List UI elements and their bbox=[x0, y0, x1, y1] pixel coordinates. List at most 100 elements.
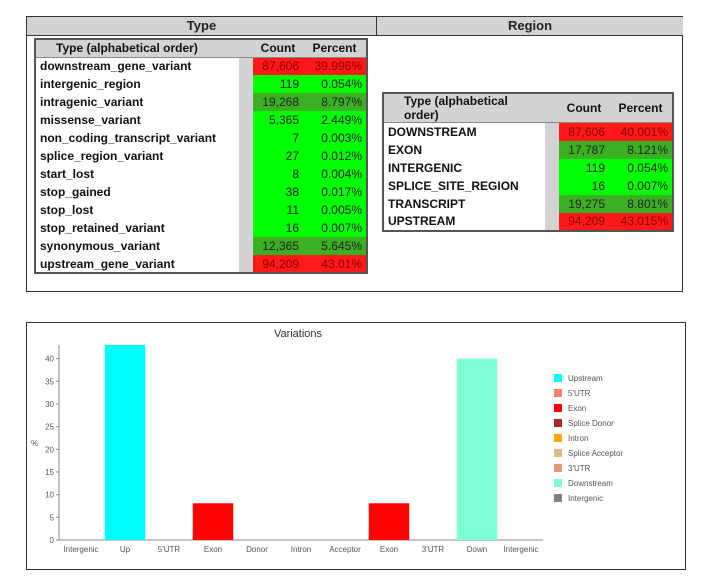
type-table-row-gap bbox=[239, 147, 253, 165]
chart-y-tick-label: 40 bbox=[45, 355, 54, 364]
region-table-row-count: 119 bbox=[559, 158, 609, 177]
legend-label[interactable]: 3'UTR bbox=[568, 464, 591, 473]
region-table-row-name: INTERGENIC bbox=[383, 158, 545, 177]
legend-label[interactable]: Exon bbox=[568, 404, 586, 413]
type-table-row-gap bbox=[239, 165, 253, 183]
type-col-count-header[interactable]: Count bbox=[253, 39, 303, 58]
region-col-percent-header[interactable]: Percent bbox=[609, 93, 673, 123]
legend-label[interactable]: Intron bbox=[568, 434, 588, 443]
chart-x-tick-label: Exon bbox=[204, 545, 222, 554]
chart-x-tick-label: Intergenic bbox=[503, 545, 538, 554]
legend-label[interactable]: Intergenic bbox=[568, 494, 603, 503]
type-col-percent-header[interactable]: Percent bbox=[303, 39, 367, 58]
region-table-row-gap bbox=[545, 194, 559, 213]
region-table-row-count: 94,209 bbox=[559, 212, 609, 231]
type-table-row-name: splice_region_variant bbox=[35, 147, 239, 165]
type-table-row-count: 12,365 bbox=[253, 237, 303, 255]
chart-x-tick-label: 3'UTR bbox=[422, 545, 445, 554]
type-table-row-percent: 8.797% bbox=[303, 93, 367, 111]
legend-swatch bbox=[554, 434, 562, 442]
type-table-row-percent: 43.01% bbox=[303, 255, 367, 273]
chart-x-tick-label: Up bbox=[120, 545, 131, 554]
region-table-row-gap bbox=[545, 176, 559, 195]
type-table-row-percent: 0.003% bbox=[303, 129, 367, 147]
chart-x-tick-label: Intergenic bbox=[63, 545, 98, 554]
legend-swatch bbox=[554, 464, 562, 472]
region-table-row-count: 19,275 bbox=[559, 194, 609, 213]
type-table-row-gap bbox=[239, 111, 253, 129]
type-table-row-name: stop_lost bbox=[35, 201, 239, 219]
type-table-row-gap bbox=[239, 75, 253, 93]
type-table-row-count: 11 bbox=[253, 201, 303, 219]
chart-bar[interactable] bbox=[192, 503, 234, 540]
type-table-row-name: missense_variant bbox=[35, 111, 239, 129]
type-table-row-gap bbox=[239, 183, 253, 201]
type-table-row: synonymous_variant 12,365 5.645% bbox=[35, 237, 367, 255]
legend-label[interactable]: Splice Donor bbox=[568, 419, 614, 428]
region-section-header: Region bbox=[377, 17, 683, 36]
chart-y-tick-label: 10 bbox=[45, 491, 54, 500]
type-table-row-count: 16 bbox=[253, 219, 303, 237]
region-table-row: TRANSCRIPT 19,275 8.801% bbox=[383, 194, 673, 213]
type-table-row-name: upstream_gene_variant bbox=[35, 255, 239, 273]
legend-swatch bbox=[554, 374, 562, 382]
type-table-row-name: non_coding_transcript_variant bbox=[35, 129, 239, 147]
type-table-row-count: 8 bbox=[253, 165, 303, 183]
type-table-row-percent: 0.005% bbox=[303, 201, 367, 219]
type-table-row-gap bbox=[239, 93, 253, 111]
type-table-row-count: 5,365 bbox=[253, 111, 303, 129]
type-table-row-percent: 0.017% bbox=[303, 183, 367, 201]
legend-label[interactable]: 5'UTR bbox=[568, 389, 591, 398]
legend-label[interactable]: Splice Acceptor bbox=[568, 449, 623, 458]
type-table-row-gap bbox=[239, 129, 253, 147]
chart-bar[interactable] bbox=[104, 345, 146, 540]
type-table-row-count: 7 bbox=[253, 129, 303, 147]
chart-bar[interactable] bbox=[456, 358, 498, 540]
legend-swatch bbox=[554, 404, 562, 412]
region-table-row-percent: 8.121% bbox=[609, 140, 673, 159]
type-table-row-percent: 2.449% bbox=[303, 111, 367, 129]
chart-y-tick-label: 20 bbox=[45, 445, 54, 454]
type-table-row-count: 38 bbox=[253, 183, 303, 201]
type-table-row-percent: 0.007% bbox=[303, 219, 367, 237]
type-table-row-gap bbox=[239, 201, 253, 219]
legend-swatch bbox=[554, 449, 562, 457]
legend-label[interactable]: Downstream bbox=[568, 479, 613, 488]
variations-chart: Variations % 0 5 10 15 20 25 30 35 40 Intergenic… bbox=[31, 328, 623, 554]
type-table-row-count: 119 bbox=[253, 75, 303, 93]
region-col-name-header[interactable]: Type (alphabetical order) bbox=[383, 93, 545, 123]
region-table-row-percent: 8.801% bbox=[609, 194, 673, 213]
region-table-row-name: UPSTREAM bbox=[383, 212, 545, 231]
region-table-row: EXON 17,787 8.121% bbox=[383, 140, 673, 159]
type-col-name-header[interactable]: Type (alphabetical order) bbox=[35, 39, 239, 58]
legend-label[interactable]: Upstream bbox=[568, 374, 603, 383]
region-table-row-name: DOWNSTREAM bbox=[383, 122, 545, 141]
chart-x-tick-label: 5'UTR bbox=[158, 545, 181, 554]
chart-y-axis-label: % bbox=[31, 439, 38, 448]
type-table-row-percent: 39.996% bbox=[303, 57, 367, 75]
type-table-row-name: synonymous_variant bbox=[35, 237, 239, 255]
type-table-row: stop_gained 38 0.017% bbox=[35, 183, 367, 201]
region-table-row-percent: 0.007% bbox=[609, 176, 673, 195]
chart-y-tick-label: 15 bbox=[45, 468, 54, 477]
type-table-row: upstream_gene_variant 94,209 43.01% bbox=[35, 255, 367, 273]
region-table-row-gap bbox=[545, 212, 559, 231]
chart-x-tick-label: Intron bbox=[291, 545, 311, 554]
type-table-row-count: 19,268 bbox=[253, 93, 303, 111]
region-table-row-gap bbox=[545, 122, 559, 141]
type-table-row: start_lost 8 0.004% bbox=[35, 165, 367, 183]
type-table-row-name: downstream_gene_variant bbox=[35, 57, 239, 75]
chart-x-tick-label: Acceptor bbox=[329, 545, 361, 554]
type-table-row: non_coding_transcript_variant 7 0.003% bbox=[35, 129, 367, 147]
type-table-row-count: 87,606 bbox=[253, 57, 303, 75]
chart-bar[interactable] bbox=[368, 503, 410, 540]
region-col-count-header[interactable]: Count bbox=[559, 93, 609, 123]
region-col-gap bbox=[545, 93, 559, 123]
type-table-row: stop_retained_variant 16 0.007% bbox=[35, 219, 367, 237]
type-table-row-percent: 5.645% bbox=[303, 237, 367, 255]
type-table-row-gap bbox=[239, 57, 253, 75]
legend-swatch bbox=[554, 389, 562, 397]
type-table-row-percent: 0.054% bbox=[303, 75, 367, 93]
region-table-row-percent: 40.001% bbox=[609, 122, 673, 141]
type-table-row: missense_variant 5,365 2.449% bbox=[35, 111, 367, 129]
